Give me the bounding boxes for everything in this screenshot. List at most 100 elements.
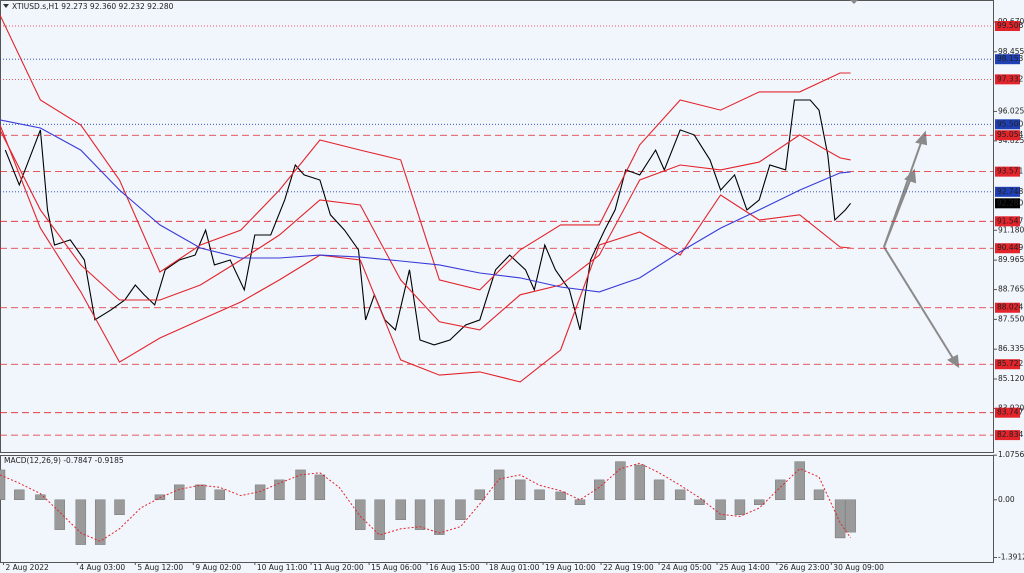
x-tick-label: 24 Aug 05:00 bbox=[661, 563, 712, 572]
macd-bar bbox=[314, 474, 326, 500]
macd-bar bbox=[414, 499, 426, 530]
x-tick-label: 16 Aug 15:00 bbox=[429, 563, 480, 572]
level-label-box bbox=[995, 166, 1020, 177]
x-tick-label: 4 Aug 03:00 bbox=[79, 563, 125, 572]
macd-bar bbox=[474, 489, 486, 500]
macd-bar bbox=[195, 484, 206, 500]
y-tick-label: 89.965 bbox=[998, 255, 1024, 264]
chart-title: XTIUSD.s,H1 92.273 92.360 92.232 92.280 bbox=[12, 2, 174, 11]
level-label-box bbox=[995, 302, 1020, 313]
scroll-marker bbox=[850, 0, 858, 4]
last-price-label: 92.280 bbox=[997, 198, 1023, 207]
level-label-box bbox=[995, 216, 1020, 227]
y-tick-label: 86.335 bbox=[998, 344, 1024, 353]
macd-bar bbox=[634, 464, 645, 500]
macd-bar bbox=[114, 499, 125, 515]
level-label: 99.506 bbox=[997, 21, 1023, 30]
y-tick-label: 94.825 bbox=[998, 136, 1024, 145]
macd-bar bbox=[515, 479, 526, 500]
macd-bar bbox=[274, 479, 285, 500]
y-tick-label: 1.0756 bbox=[998, 450, 1024, 459]
y-tick-label: 88.765 bbox=[998, 285, 1024, 294]
macd-bar bbox=[694, 499, 705, 505]
main-panel bbox=[0, 0, 994, 453]
x-tick-label: 22 Aug 19:00 bbox=[603, 563, 654, 572]
y-tick-label: 98.455 bbox=[998, 47, 1024, 56]
level-label: 90.449 bbox=[997, 243, 1023, 252]
macd-bar bbox=[715, 499, 726, 520]
macd-bar bbox=[295, 469, 306, 500]
macd-bar bbox=[845, 499, 856, 533]
level-label: 95.054 bbox=[997, 130, 1023, 139]
price-line bbox=[0, 124, 851, 383]
macd-bar bbox=[594, 479, 605, 500]
y-tick-label: 91.180 bbox=[998, 225, 1024, 234]
price-line bbox=[0, 119, 851, 293]
macd-bar bbox=[555, 491, 566, 500]
x-tick-label: 2 Aug 2022 bbox=[6, 563, 49, 572]
level-label: 82.834 bbox=[997, 430, 1023, 439]
macd-bar bbox=[834, 499, 846, 539]
macd-bar bbox=[534, 489, 545, 500]
x-tick-label: 18 Aug 01:00 bbox=[489, 563, 540, 572]
macd-bar bbox=[395, 499, 406, 520]
macd-bar bbox=[0, 469, 6, 500]
x-tick-label: 25 Aug 14:00 bbox=[719, 563, 770, 572]
level-label: 93.571 bbox=[997, 167, 1023, 176]
macd-bar bbox=[674, 489, 686, 500]
macd-bar bbox=[14, 489, 25, 500]
level-label-box bbox=[995, 430, 1020, 441]
menu-icon[interactable] bbox=[3, 4, 9, 8]
level-label-box bbox=[995, 21, 1020, 32]
y-tick-label: 96.025 bbox=[998, 106, 1024, 115]
x-tick-label: 26 Aug 23:00 bbox=[779, 563, 830, 572]
price-line bbox=[0, 14, 851, 291]
level-label: 85.722 bbox=[997, 359, 1023, 368]
macd-bar bbox=[653, 479, 665, 500]
macd-bar bbox=[434, 499, 445, 535]
y-tick-label: 0.00 bbox=[998, 495, 1015, 504]
level-label-box bbox=[995, 359, 1020, 370]
x-tick-label: 10 Aug 11:00 bbox=[257, 563, 308, 572]
macd-title: MACD(12,26,9) -0.7847 -0.9185 bbox=[4, 456, 124, 465]
level-label-box bbox=[995, 130, 1020, 141]
x-tick-label: 30 Aug 09:00 bbox=[833, 563, 884, 572]
level-label-box bbox=[995, 243, 1020, 254]
x-tick-label: 19 Aug 10:00 bbox=[545, 563, 596, 572]
level-label-box bbox=[995, 407, 1020, 418]
macd-bar bbox=[754, 499, 765, 505]
level-label-box bbox=[995, 119, 1020, 130]
macd-bar bbox=[734, 499, 746, 515]
level-label-box bbox=[995, 54, 1020, 65]
level-label-box bbox=[995, 74, 1020, 85]
macd-bar bbox=[214, 489, 225, 500]
macd-bar bbox=[794, 461, 805, 500]
signal-line bbox=[0, 462, 852, 542]
macd-bar bbox=[174, 484, 185, 500]
macd-bar bbox=[615, 461, 626, 500]
level-label: 88.024 bbox=[997, 303, 1023, 312]
level-label: 91.547 bbox=[997, 216, 1023, 225]
level-label: 92.748 bbox=[997, 187, 1023, 196]
y-tick-label: 85.120 bbox=[998, 374, 1024, 383]
last-price-box bbox=[995, 198, 1020, 209]
macd-bar bbox=[374, 499, 385, 540]
macd-bar bbox=[574, 499, 586, 505]
macd-bar bbox=[54, 499, 65, 530]
price-line bbox=[0, 129, 851, 331]
macd-bar bbox=[75, 499, 87, 545]
y-tick-label: 87.550 bbox=[998, 314, 1024, 323]
level-label: 98.153 bbox=[997, 54, 1023, 63]
x-tick-label: 15 Aug 06:00 bbox=[371, 563, 422, 572]
macd-bar bbox=[775, 479, 786, 500]
macd-panel bbox=[0, 455, 994, 563]
level-label: 97.332 bbox=[997, 74, 1023, 83]
macd-bar bbox=[254, 484, 266, 500]
macd-bar bbox=[813, 489, 825, 500]
level-label-box bbox=[995, 186, 1020, 197]
level-label: 83.747 bbox=[997, 408, 1023, 417]
level-label: 95.500 bbox=[997, 119, 1023, 128]
